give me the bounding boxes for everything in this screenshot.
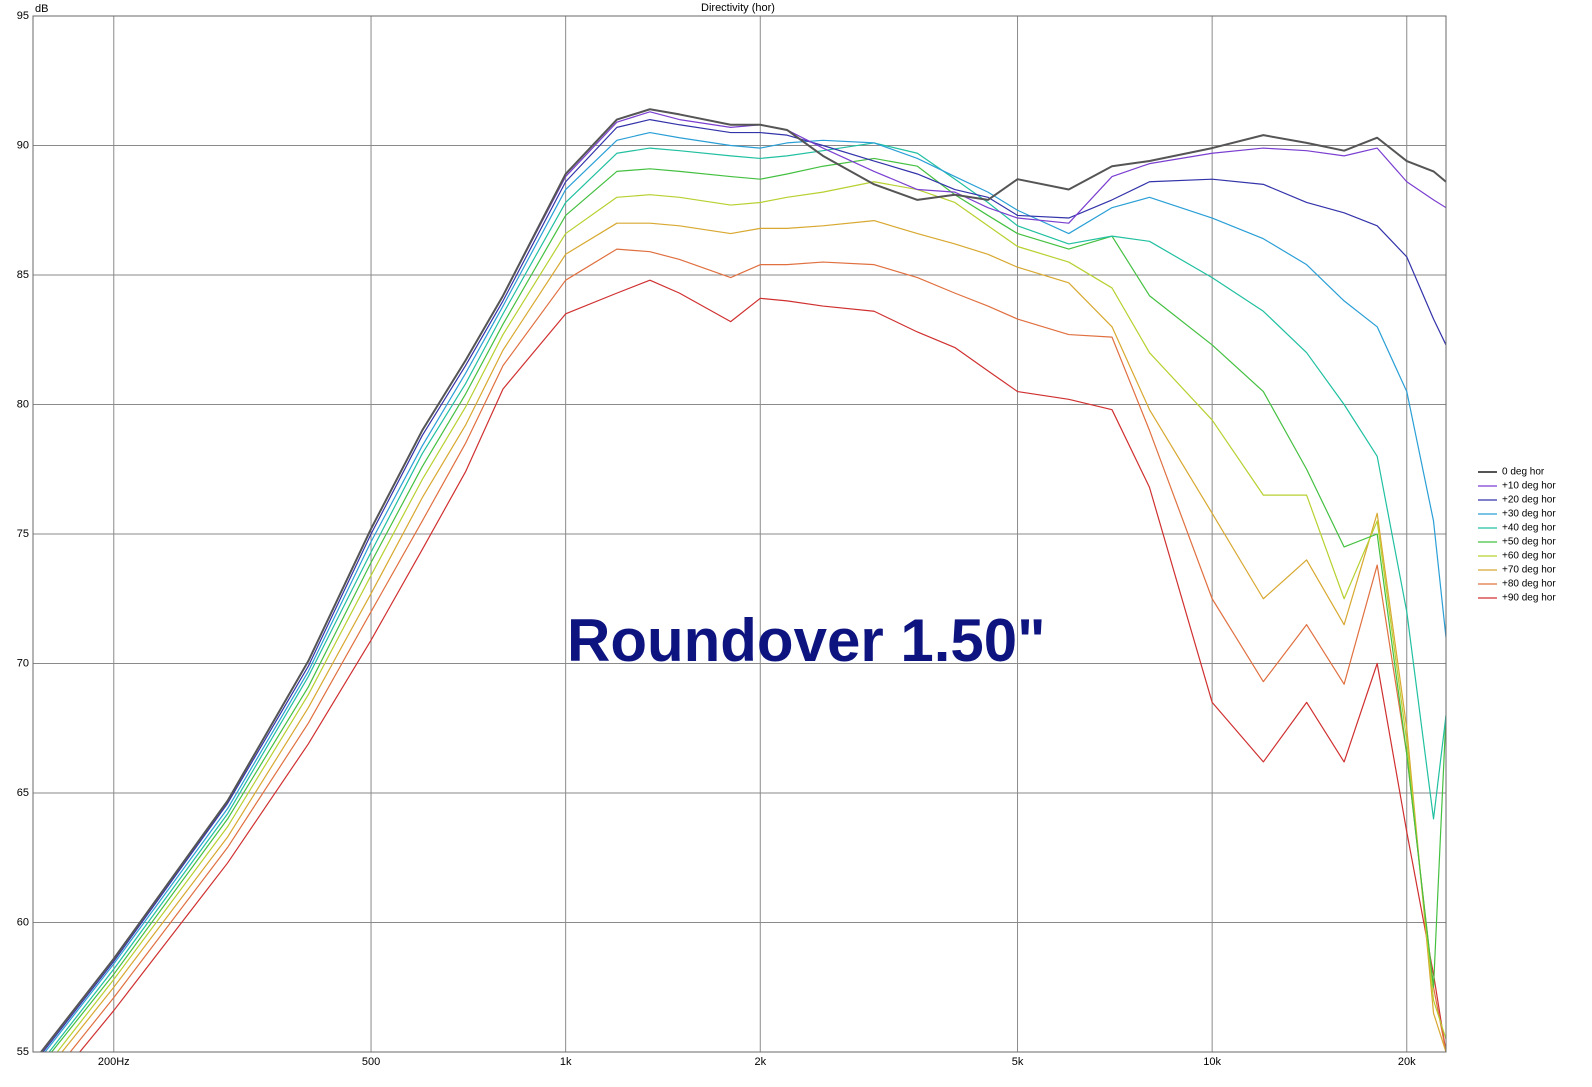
y-tick-label: 55 [17, 1046, 29, 1058]
y-axis-label: dB [35, 3, 48, 15]
annotation: Roundover 1.50" [567, 607, 1046, 674]
legend-label: +50 deg hor [1502, 537, 1556, 548]
series-line [56, 181, 1446, 1052]
y-tick-label: 65 [17, 787, 29, 799]
y-tick-label: 70 [17, 657, 29, 669]
series-line [78, 279, 1446, 1052]
y-tick-label: 75 [17, 528, 29, 540]
y-tick-label: 90 [17, 139, 29, 151]
series-line [39, 108, 1446, 1052]
plot-frame [32, 15, 1447, 1053]
legend: 0 deg hor +10 deg hor +20 deg hor +30 deg h… [1478, 467, 1556, 604]
x-tick-label: 20k [1398, 1056, 1416, 1068]
x-tick-label: 2k [754, 1056, 766, 1068]
series-line [50, 157, 1446, 1052]
legend-label: +90 deg hor [1502, 593, 1556, 604]
legend-label: +10 deg hor [1502, 481, 1556, 492]
x-tick-label: 10k [1203, 1056, 1221, 1068]
legend-label: +60 deg hor [1502, 551, 1556, 562]
legend-label: +30 deg hor [1502, 509, 1556, 520]
x-tick-label: 200Hz [98, 1056, 130, 1068]
legend-label: +20 deg hor [1502, 495, 1556, 506]
chart-title: Directivity (hor) [701, 2, 775, 14]
y-tick-label: 80 [17, 398, 29, 410]
x-tick-label: 1k [560, 1056, 572, 1068]
legend-label: +70 deg hor [1502, 565, 1556, 576]
series-line [44, 131, 1446, 1052]
legend-label: 0 deg hor [1502, 467, 1545, 478]
series-line [48, 142, 1446, 1052]
y-tick-label: 60 [17, 916, 29, 928]
plot-lines [39, 108, 1446, 1052]
y-tick-label: 85 [17, 269, 29, 281]
legend-label: +80 deg hor [1502, 579, 1556, 590]
series-line [61, 220, 1446, 1052]
y-tick-label: 95 [17, 10, 29, 22]
legend-label: +40 deg hor [1502, 523, 1556, 534]
x-tick-label: 500 [362, 1056, 380, 1068]
x-tick-label: 5k [1012, 1056, 1024, 1068]
series-line [42, 119, 1446, 1052]
series-line [69, 248, 1446, 1052]
